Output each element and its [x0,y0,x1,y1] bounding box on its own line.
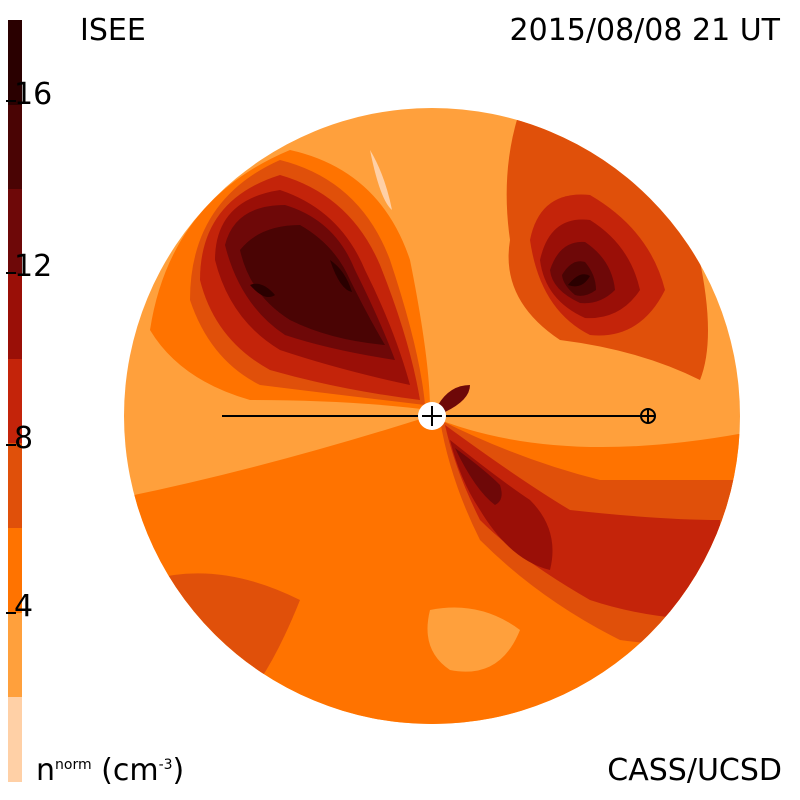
colorbar-segment [8,189,22,275]
earth-icon [640,408,656,424]
colorbar-segment [8,104,22,190]
sun-icon [418,402,446,430]
colorbar-tick-label: 8 [14,421,34,456]
colorbar-tick-label: 12 [14,249,53,284]
colorbar-tick-mark [6,272,16,274]
colorbar-segment [8,612,22,698]
colorbar-segment [8,697,22,783]
colorbar-segment [8,358,22,444]
colorbar-tick-label: 16 [14,77,53,112]
unit-symbol: n [36,753,56,788]
colorbar-segment [8,443,22,529]
colorbar-tick-mark [6,100,16,102]
density-disk [124,108,740,724]
colorbar-segment [8,20,22,105]
unit-exponent: -3 [158,757,173,773]
unit-label: nnorm (cm-3) [36,756,184,786]
colorbar-tick-mark [6,612,16,614]
unit-superscript: norm [55,757,92,773]
credit-label: CASS/UCSD [607,753,782,788]
colorbar-segment [8,528,22,613]
colorbar-tick-mark [6,444,16,446]
colorbar-tick-label: 4 [14,589,34,624]
source-label: ISEE [80,13,146,48]
timestamp-label: 2015/08/08 21 UT [509,13,780,48]
unit-close: ) [172,753,185,788]
unit-paren: (cm [91,753,159,788]
colorbar-segment [8,274,22,359]
colorbar [8,20,22,783]
